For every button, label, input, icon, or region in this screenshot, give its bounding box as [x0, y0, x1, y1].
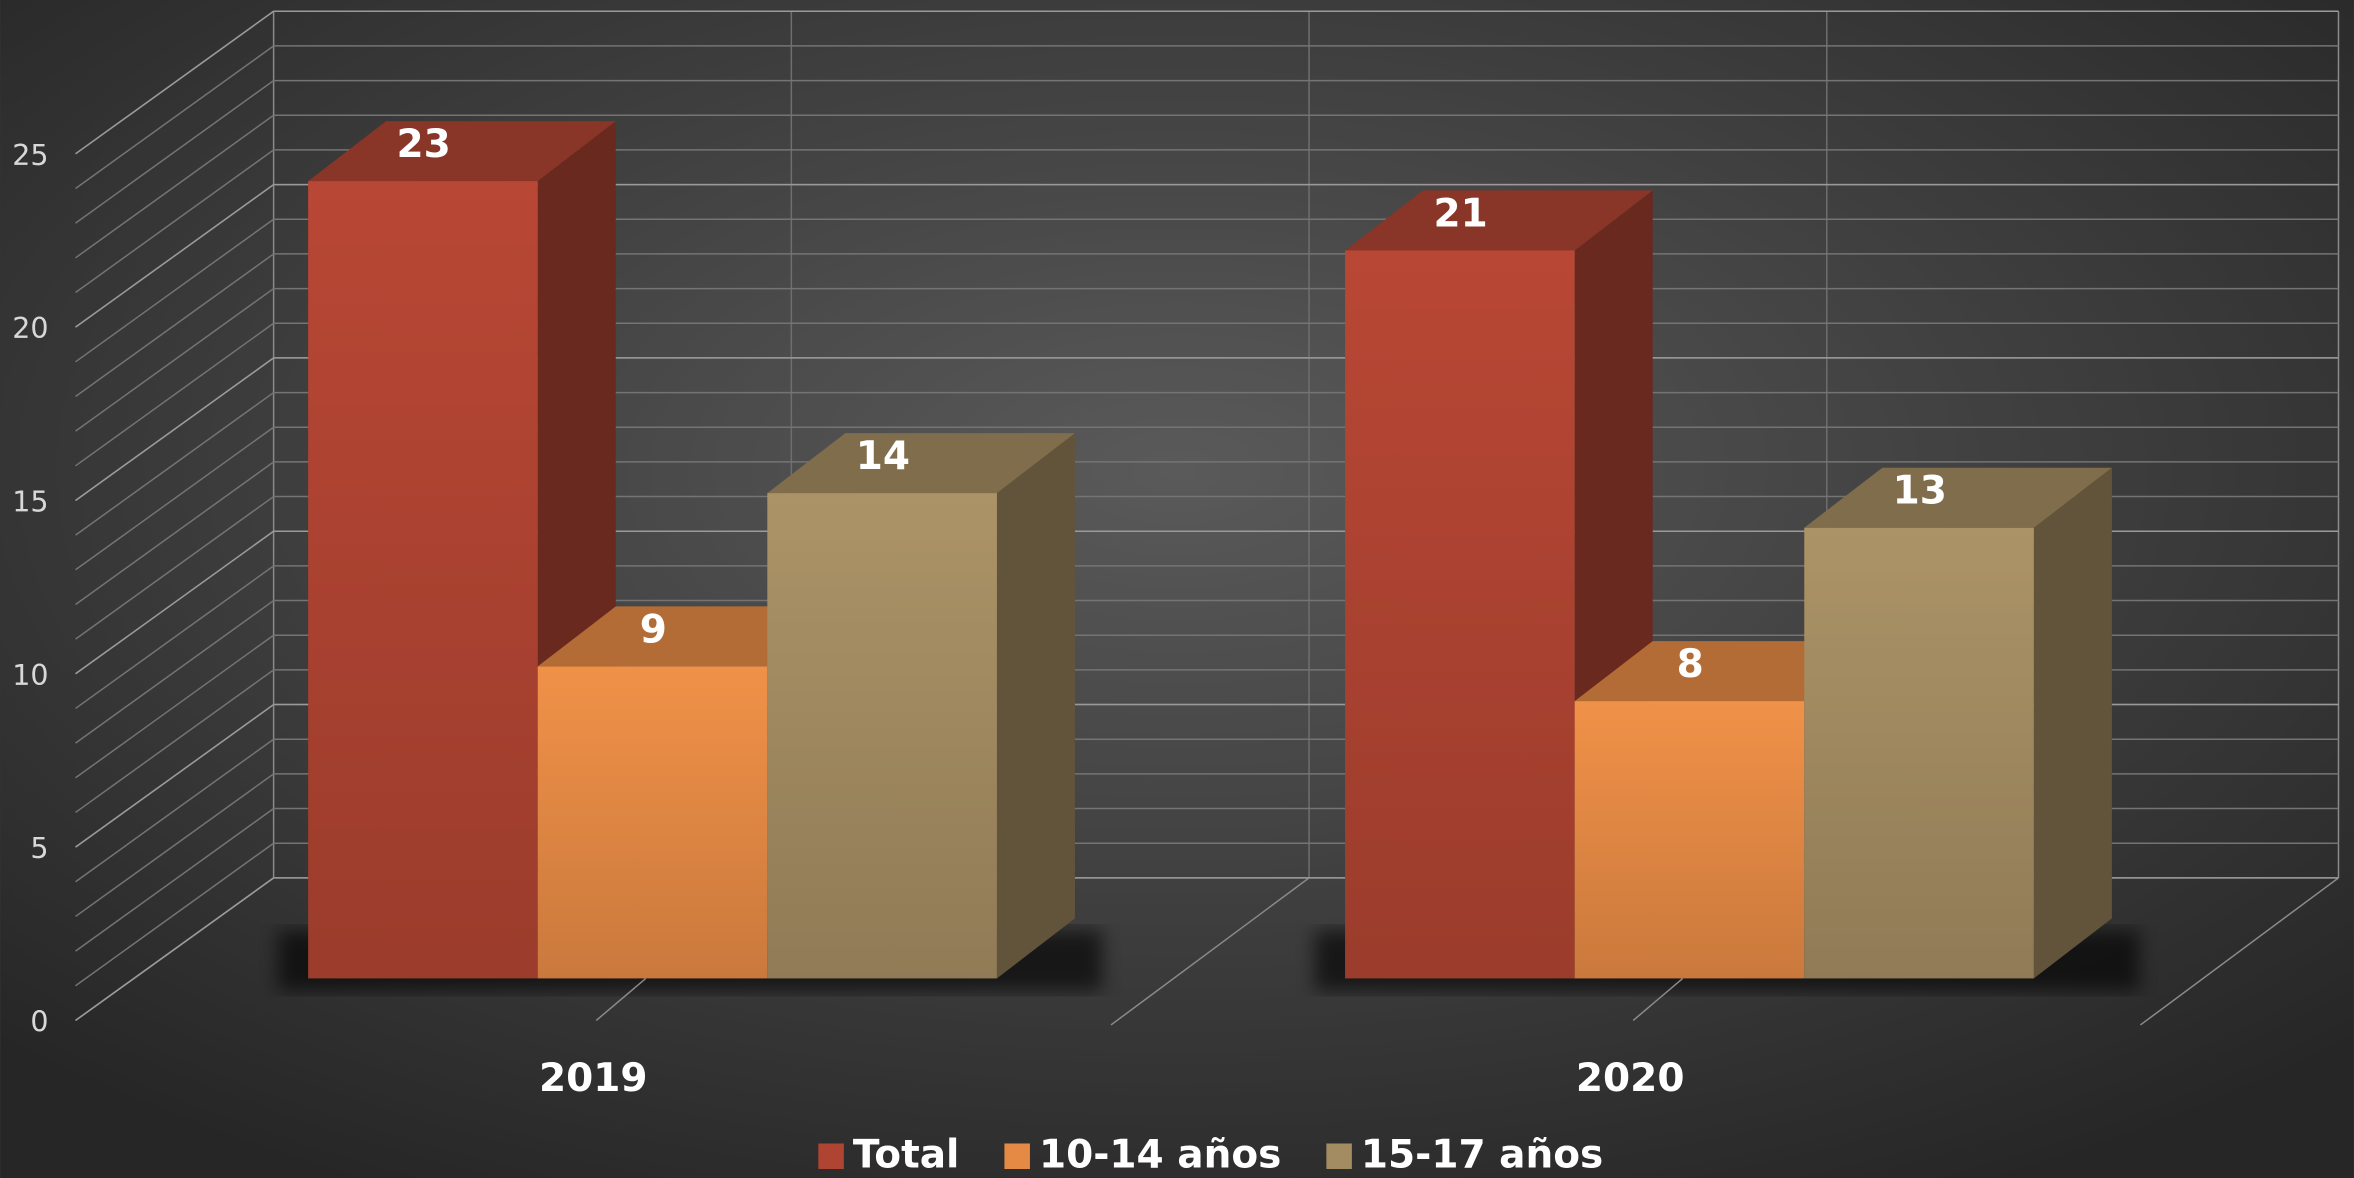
minor-grid-line	[75, 773, 275, 918]
bar-side	[996, 433, 1075, 979]
floor-line	[2139, 877, 2339, 1026]
y-tick-label: 15	[12, 485, 48, 518]
floor-line	[1110, 877, 1310, 1026]
minor-grid-line	[75, 426, 275, 571]
minor-grid-line	[75, 634, 275, 779]
minor-grid-line	[75, 599, 275, 744]
minor-grid-line	[75, 495, 275, 640]
minor-grid-line	[75, 669, 275, 814]
data-label: 13	[1893, 469, 1947, 514]
x-tick-label: 2019	[539, 1056, 648, 1101]
plot: 0 5 10 15 20 25 2019 2020 23 9 14 21 8 13 Total 10-14 a…	[12, 10, 2340, 1177]
minor-grid-line	[75, 253, 275, 398]
data-label: 23	[397, 122, 451, 167]
y-tick-label: 25	[12, 139, 48, 172]
minor-grid-line	[75, 322, 275, 467]
legend-swatch	[818, 1143, 844, 1169]
minor-grid-line	[75, 461, 275, 606]
legend-label: 15-17 años	[1361, 1132, 1603, 1177]
grid-line	[75, 357, 275, 502]
legend-label: 10-14 años	[1039, 1132, 1281, 1177]
floor-line	[595, 977, 647, 1022]
bar-top	[767, 433, 1075, 494]
minor-grid-line	[75, 807, 275, 952]
grid-line	[75, 877, 275, 1022]
minor-grid-line	[75, 565, 275, 710]
grid-line	[75, 703, 275, 848]
bar	[308, 181, 538, 979]
legend-label: Total	[853, 1132, 960, 1177]
bar	[1804, 527, 2034, 979]
data-label: 8	[1677, 642, 1704, 687]
minor-grid-line	[75, 287, 275, 432]
bar	[537, 666, 768, 979]
minor-grid-line	[75, 79, 275, 224]
minor-grid-line	[75, 391, 275, 536]
x-tick-label: 2020	[1576, 1056, 1685, 1101]
minor-grid-line	[75, 738, 275, 883]
y-tick-label: 0	[30, 1005, 48, 1038]
minor-grid-line	[75, 114, 275, 259]
bar-side	[2033, 467, 2112, 979]
bar	[1345, 250, 1575, 979]
bar-top	[1345, 190, 1653, 251]
y-tick-label: 20	[12, 312, 48, 345]
bar	[1574, 701, 1805, 979]
bar	[767, 493, 997, 979]
minor-grid-line	[75, 218, 275, 363]
y-tick-label: 10	[12, 659, 48, 692]
grid-line	[75, 183, 275, 328]
legend-swatch	[1004, 1143, 1030, 1169]
legend-swatch	[1326, 1143, 1352, 1169]
minor-grid-line	[75, 149, 275, 294]
minor-grid-line	[75, 45, 275, 190]
data-label: 9	[640, 607, 667, 652]
minor-grid-line	[75, 842, 275, 987]
bar-top	[308, 121, 616, 182]
grid-line	[75, 10, 275, 155]
grid-line	[75, 530, 275, 675]
floor-line	[1632, 977, 1684, 1022]
y-tick-label: 5	[30, 832, 48, 865]
data-label: 21	[1433, 191, 1487, 236]
bar-top	[1804, 467, 2112, 528]
data-label: 14	[856, 434, 910, 479]
